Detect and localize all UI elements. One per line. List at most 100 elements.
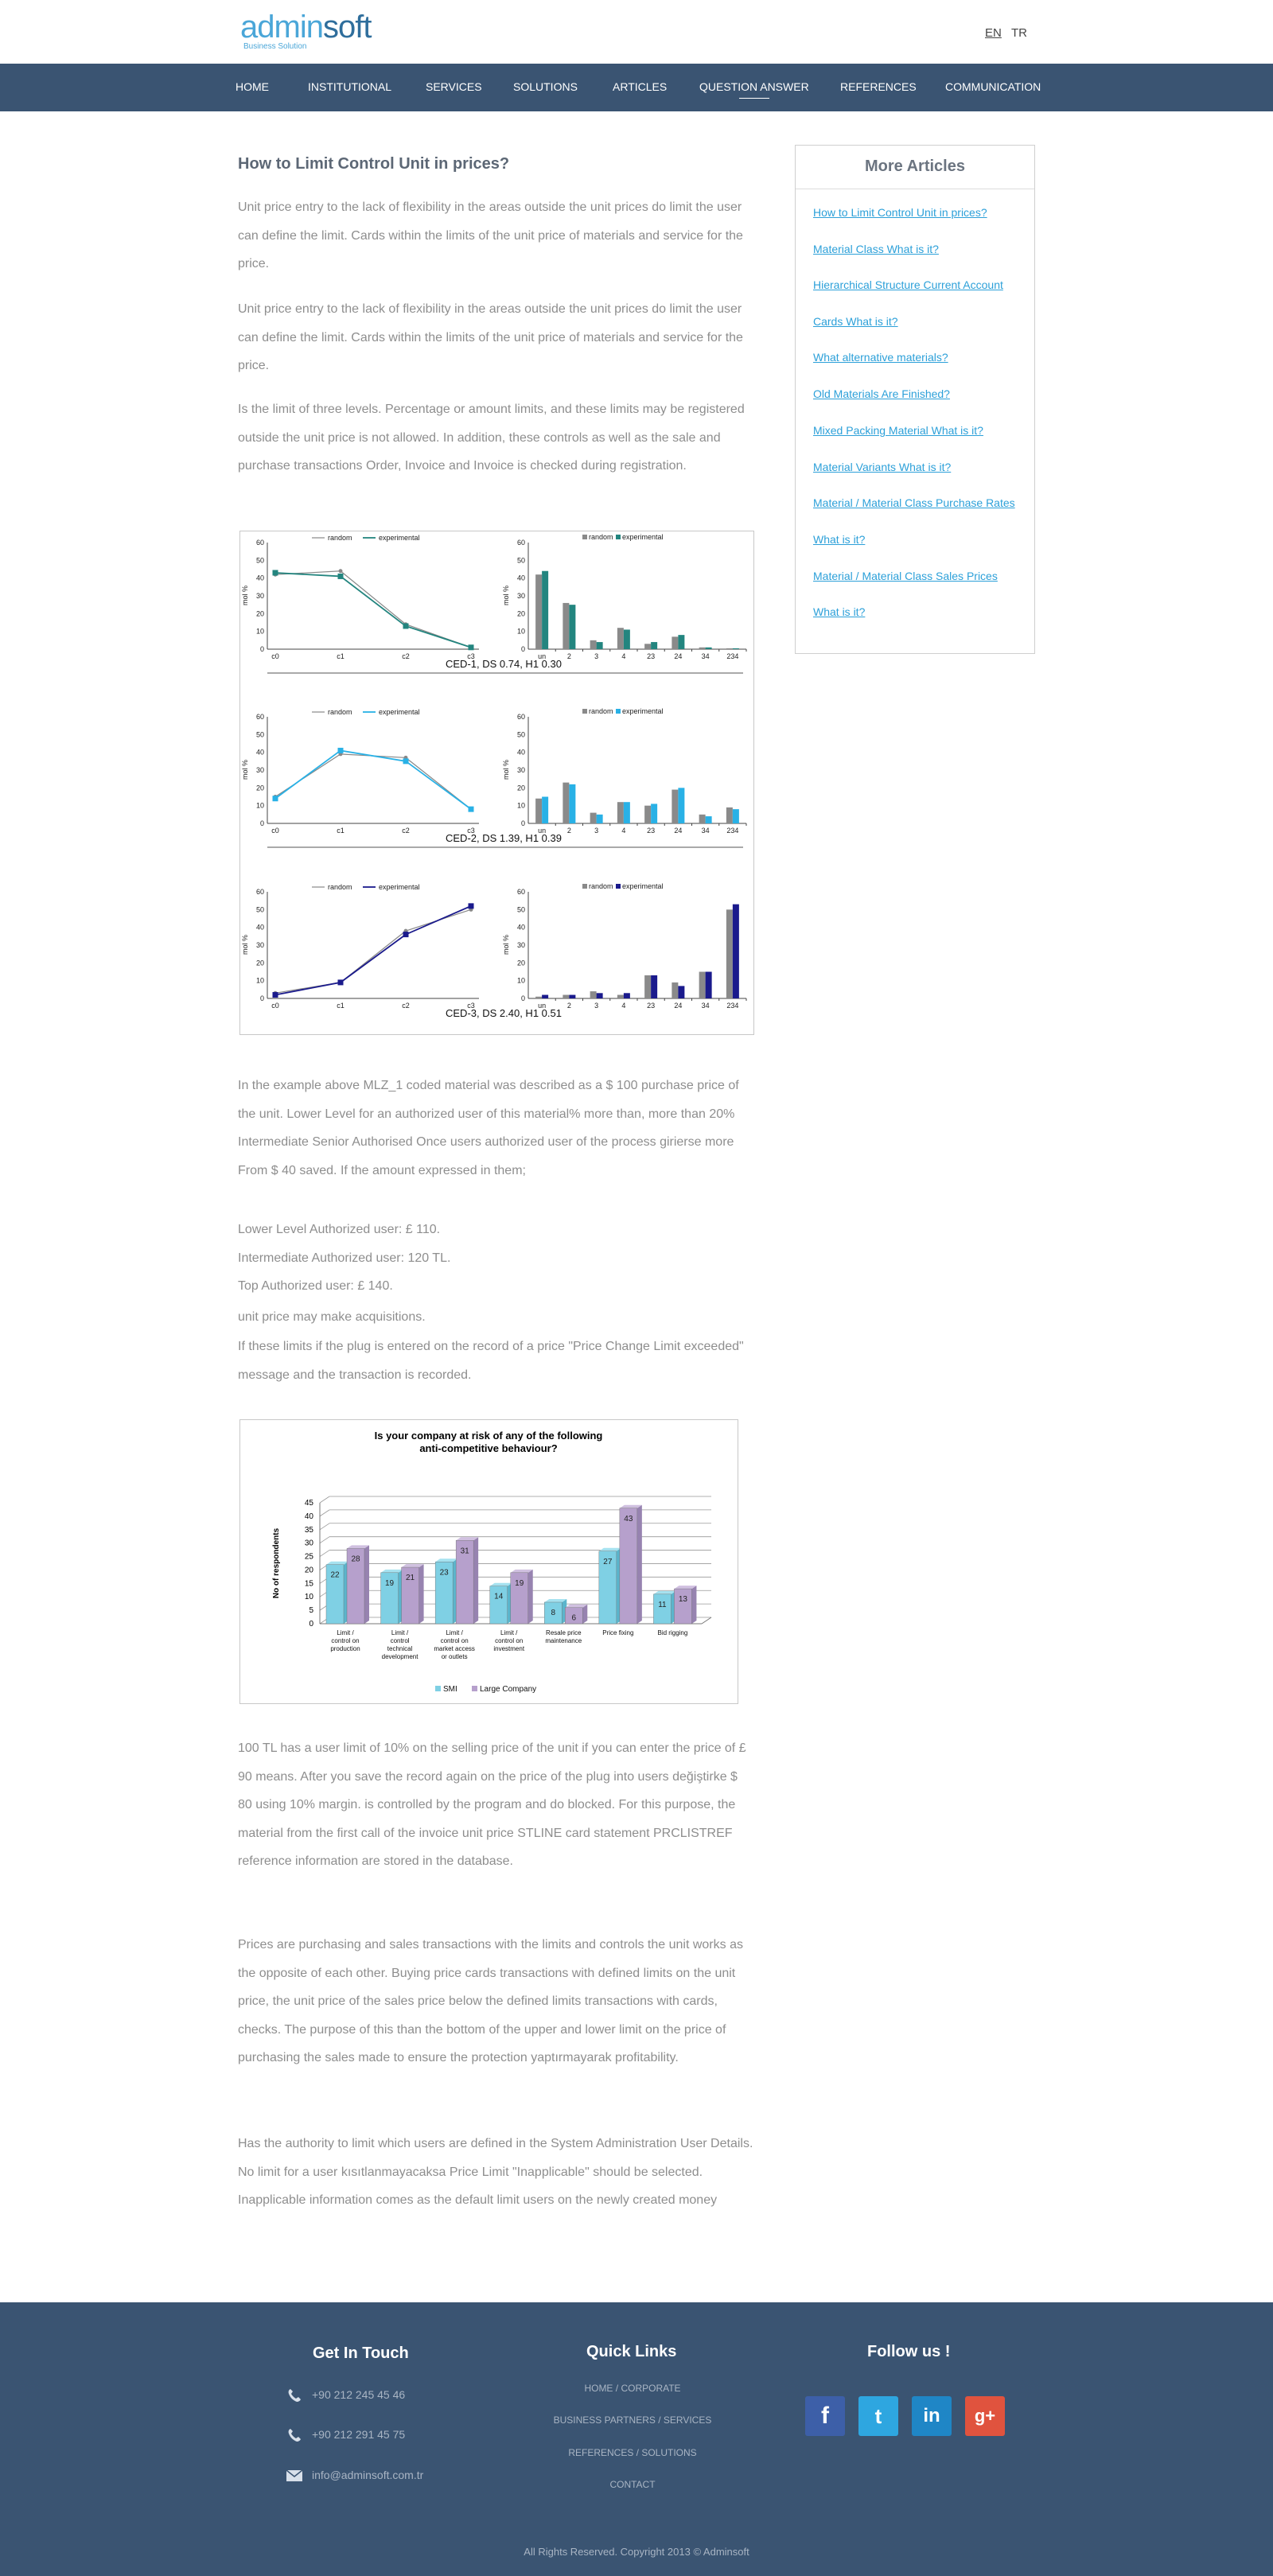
sidebar-link[interactable]: What is it? bbox=[813, 533, 866, 546]
y-tick-label: 0 bbox=[260, 819, 264, 827]
sidebar-link[interactable]: What is it? bbox=[813, 605, 866, 618]
legend-label-experimental: experimental bbox=[622, 882, 664, 890]
bar-experimental bbox=[542, 994, 549, 998]
bar-Large Company bbox=[619, 1508, 638, 1625]
bar-experimental bbox=[569, 605, 576, 649]
bar-SMI bbox=[653, 1593, 672, 1625]
email-address[interactable]: info@adminsoft.com.tr bbox=[312, 2469, 424, 2481]
bar-experimental bbox=[732, 809, 739, 823]
site-logo[interactable]: adminsoft Business Solution bbox=[240, 11, 372, 51]
y-tick-label: 10 bbox=[517, 628, 525, 636]
legend-swatch-random bbox=[582, 709, 587, 714]
bar-Large Company bbox=[510, 1572, 528, 1625]
sidebar-link[interactable]: How to Limit Control Unit in prices? bbox=[813, 206, 987, 219]
x-tick-label: 234 bbox=[726, 1002, 738, 1010]
nav-item-question-answer[interactable]: QUESTION ANSWER bbox=[699, 64, 809, 111]
article-paragraph-5: If these limits if the plug is entered o… bbox=[238, 1340, 744, 1382]
x-tick-label: 2 bbox=[567, 652, 571, 660]
legend-swatch-large-company bbox=[472, 1686, 477, 1691]
y-tick-label: 50 bbox=[256, 905, 264, 913]
bar-side-Large Company bbox=[473, 1537, 479, 1624]
sidebar-link[interactable]: Material / Material Class Sales Prices bbox=[813, 570, 998, 582]
y-tick-label: 20 bbox=[256, 609, 264, 617]
language-tr-link[interactable]: TR bbox=[1011, 26, 1027, 40]
sidebar-link[interactable]: Material Class What is it? bbox=[813, 243, 939, 255]
sidebar-link[interactable]: Cards What is it? bbox=[813, 315, 898, 328]
x-tick-label: c0 bbox=[271, 827, 279, 835]
sidebar-link[interactable]: Material Variants What is it? bbox=[813, 461, 952, 473]
y-tick-label: 50 bbox=[256, 556, 264, 564]
phone-number-1[interactable]: +90 212 245 45 46 bbox=[312, 2388, 406, 2401]
bar-top-SMI bbox=[489, 1582, 512, 1586]
x-tick-label: control on bbox=[331, 1637, 359, 1644]
bar-SMI bbox=[544, 1601, 563, 1625]
nav-item-services[interactable]: SERVICES bbox=[426, 80, 482, 93]
x-tick-label: market access bbox=[434, 1645, 475, 1652]
x-tick-label: c0 bbox=[271, 652, 279, 660]
legend-label-random: random bbox=[328, 883, 352, 891]
site-header: adminsoft Business Solution EN TR bbox=[0, 0, 1273, 64]
ced-chart-figure: 0 10 20 30 40 50 60 mol % c0 c1 c2 c3 random experime… bbox=[239, 531, 754, 1035]
y-tick-label: 0 bbox=[309, 1620, 313, 1628]
quick-link-home-corporate[interactable]: HOME / CORPORATE bbox=[584, 2383, 681, 2394]
article-paragraph-3: Is the limit of three levels. Percentage… bbox=[238, 403, 745, 473]
google-plus-icon[interactable]: g+ bbox=[965, 2396, 1005, 2436]
bar-random bbox=[672, 636, 679, 649]
legend-swatch-smi bbox=[435, 1686, 441, 1691]
nav-item-institutional[interactable]: INSTITUTIONAL bbox=[308, 80, 392, 93]
x-tick-label: c1 bbox=[337, 827, 345, 835]
main-navigation: HOME INSTITUTIONAL SERVICES SOLUTIONS AR… bbox=[0, 64, 1273, 111]
y-tick-label: 40 bbox=[256, 574, 264, 582]
x-tick-label: c1 bbox=[337, 652, 345, 660]
nav-item-references[interactable]: REFERENCES bbox=[840, 80, 917, 93]
y-tick-label: 30 bbox=[256, 766, 264, 774]
bar-experimental bbox=[596, 814, 603, 823]
legend-label-random: random bbox=[328, 708, 352, 716]
sidebar-link[interactable]: What alternative materials? bbox=[813, 351, 948, 364]
bar-Large Company bbox=[346, 1548, 365, 1625]
x-tick-label: 234 bbox=[726, 827, 738, 835]
legend-label-experimental: experimental bbox=[622, 533, 664, 541]
data-point-experimental bbox=[272, 992, 278, 998]
data-point-experimental bbox=[468, 644, 474, 651]
y-tick-label: 15 bbox=[305, 1579, 314, 1588]
y-tick-label: 0 bbox=[260, 645, 264, 653]
phone-number-2[interactable]: +90 212 291 45 75 bbox=[312, 2428, 406, 2441]
language-en-link[interactable]: EN bbox=[985, 26, 1002, 40]
nav-item-communication[interactable]: COMMUNICATION bbox=[945, 80, 1041, 93]
nav-item-solutions[interactable]: SOLUTIONS bbox=[513, 80, 578, 93]
survey-chart-svg: Is your company at risk of any of the fo… bbox=[272, 1430, 712, 1694]
bar-random bbox=[644, 805, 652, 823]
facebook-icon[interactable]: f bbox=[805, 2396, 845, 2436]
quick-link-partners-services[interactable]: BUSINESS PARTNERS / SERVICES bbox=[553, 2415, 712, 2426]
grid-depth-line bbox=[319, 1523, 330, 1531]
nav-item-articles[interactable]: ARTICLES bbox=[613, 80, 668, 93]
sidebar-link[interactable]: Material / Material Class Purchase Rates bbox=[813, 496, 1015, 509]
twitter-icon[interactable]: t bbox=[858, 2396, 898, 2436]
x-tick-label: control bbox=[391, 1637, 410, 1644]
legend-label-smi: SMI bbox=[443, 1685, 457, 1694]
quick-link-contact[interactable]: CONTACT bbox=[609, 2479, 656, 2490]
y-tick-label: 60 bbox=[517, 539, 525, 547]
bar-random bbox=[563, 782, 570, 823]
limit-intermediate-level: Intermediate Authorized user: 120 TL. bbox=[238, 1251, 451, 1265]
y-tick-label: 50 bbox=[517, 730, 525, 738]
sidebar-link[interactable]: Mixed Packing Material What is it? bbox=[813, 424, 983, 437]
legend-swatch-random bbox=[582, 535, 587, 539]
quick-link-references-solutions[interactable]: REFERENCES / SOLUTIONS bbox=[568, 2447, 697, 2458]
panel-caption: CED-1, DS 0.74, H1 0.30 bbox=[446, 658, 562, 670]
data-label: 19 bbox=[385, 1579, 395, 1588]
bar-random bbox=[563, 602, 570, 649]
y-tick-label: 20 bbox=[517, 959, 525, 967]
data-point-experimental bbox=[403, 932, 409, 938]
sidebar-link[interactable]: Old Materials Are Finished? bbox=[813, 387, 950, 400]
x-tick-label: 3 bbox=[594, 652, 598, 660]
sidebar-link[interactable]: Hierarchical Structure Current Account bbox=[813, 278, 1003, 291]
article-title: How to Limit Control Unit in prices? bbox=[238, 155, 510, 173]
nav-item-home[interactable]: HOME bbox=[236, 80, 269, 93]
x-tick-label: Price fixing bbox=[602, 1629, 633, 1636]
bar-random bbox=[699, 971, 706, 998]
y-axis-label: mol % bbox=[502, 760, 510, 780]
data-label: 14 bbox=[494, 1593, 504, 1601]
linkedin-icon[interactable]: in bbox=[912, 2396, 952, 2436]
